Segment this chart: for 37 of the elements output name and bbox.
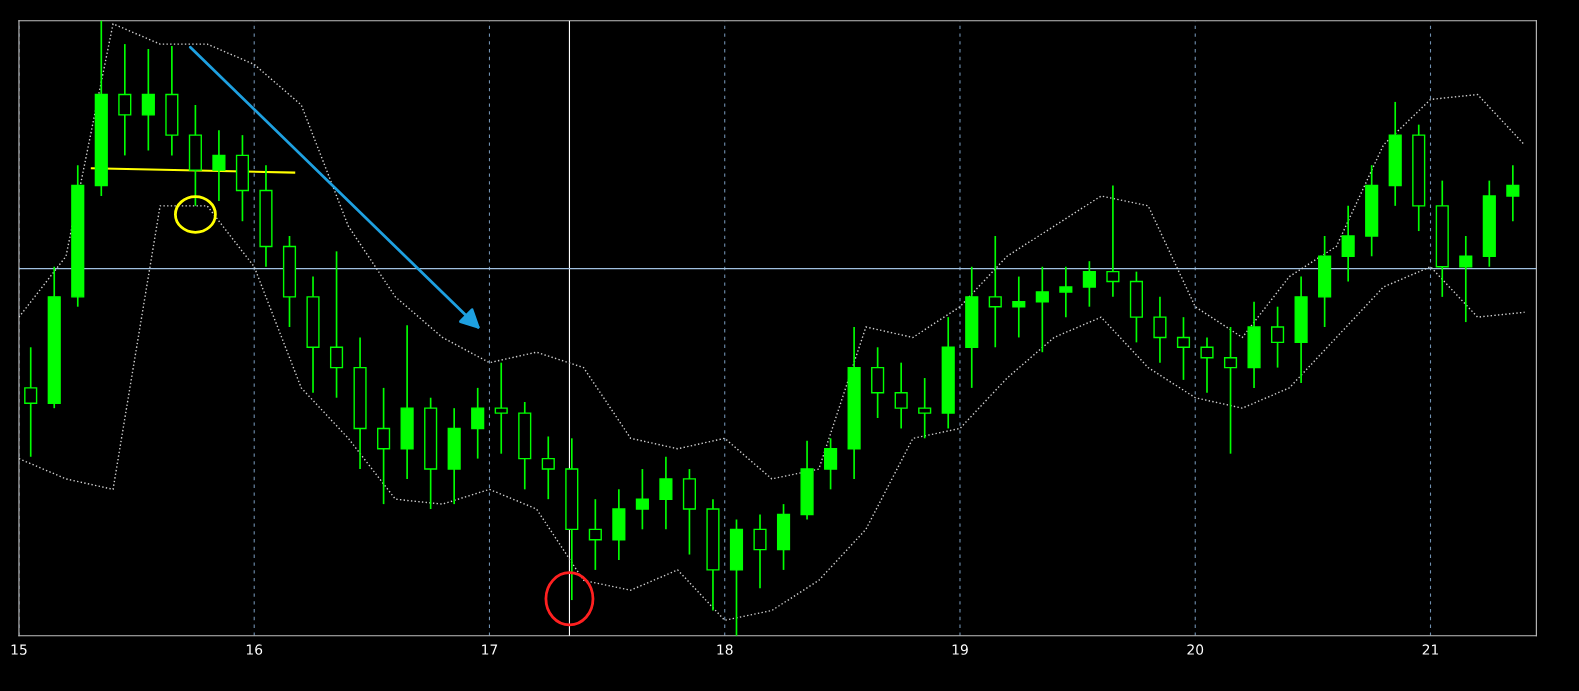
candlestick: [212, 129, 226, 202]
candlestick: [1082, 260, 1096, 308]
x-tick-label: 19: [952, 644, 968, 655]
candlestick: [894, 361, 908, 430]
candlestick: [635, 468, 649, 531]
candlestick: [471, 387, 485, 460]
candlestick: [1271, 305, 1285, 369]
candlestick: [659, 455, 673, 531]
candlestick: [824, 437, 838, 491]
candlestick: [1506, 164, 1520, 223]
candlestick: [1223, 326, 1238, 455]
candlestick: [118, 43, 132, 157]
candlestick: [588, 498, 602, 571]
candlestick: [24, 346, 38, 458]
candlestick: [988, 235, 1002, 349]
candlestick: [753, 513, 767, 590]
candlestick: [1153, 296, 1167, 364]
candlestick: [1035, 265, 1049, 354]
candlestick: [1106, 184, 1120, 298]
x-tick-label: 20: [1187, 644, 1204, 655]
x-tick-label: 21: [1422, 644, 1439, 655]
candlestick: [1059, 265, 1073, 318]
candlestick: [1341, 205, 1355, 283]
candlestick: [494, 361, 508, 455]
x-tick-label: 18: [717, 644, 733, 655]
candlestick: [377, 387, 391, 505]
x-tick-label: 17: [482, 644, 498, 655]
x-tick-label: 16: [246, 644, 263, 655]
candlestick: [329, 250, 344, 399]
x-tick-label: 15: [11, 644, 27, 655]
candlestick: [541, 435, 555, 501]
candlestick: [1176, 316, 1191, 381]
candlestick: [1012, 275, 1026, 339]
candlestick: [1200, 336, 1214, 394]
candlestick: [1459, 235, 1473, 323]
candlestick: [141, 48, 155, 152]
candlestick: [918, 377, 932, 440]
